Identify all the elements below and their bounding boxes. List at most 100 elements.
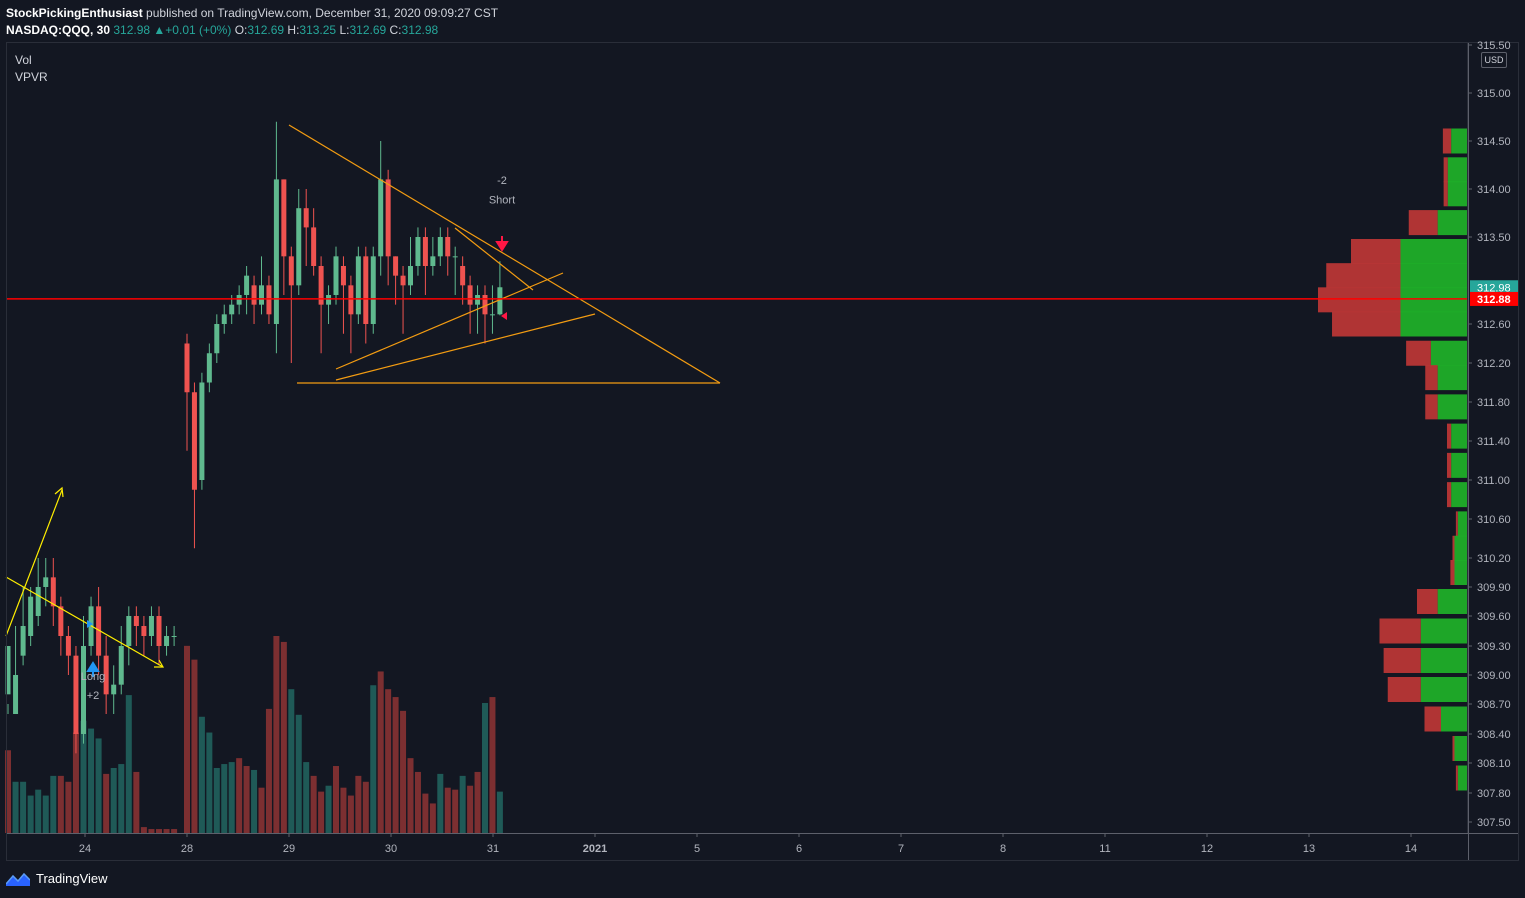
- volume-profile-row: [1442, 128, 1468, 154]
- last-price: 312.98: [113, 23, 151, 37]
- vp-up-segment: [1437, 394, 1468, 420]
- time-tick-label: 7: [898, 843, 904, 855]
- candle-body: [81, 646, 86, 734]
- vpvr-indicator-label[interactable]: VPVR: [15, 70, 48, 84]
- candle: [311, 208, 317, 276]
- vp-down-segment: [1424, 706, 1441, 732]
- time-tick-label: 6: [796, 843, 802, 855]
- candle-body: [229, 304, 235, 315]
- candle-body: [118, 646, 124, 685]
- volume-bar: [392, 697, 399, 833]
- volume-profile: [1318, 128, 1468, 791]
- descending-trendline-long[interactable]: [288, 124, 721, 384]
- time-tick-label: 12: [1201, 843, 1213, 855]
- volume-bar: [273, 636, 280, 833]
- vp-down-segment: [1318, 287, 1401, 313]
- candle-body: [408, 266, 413, 286]
- candle-body: [303, 208, 309, 228]
- candle: [355, 246, 361, 324]
- volume-bar: [414, 771, 421, 833]
- volume-bar: [236, 758, 243, 833]
- vp-down-segment: [1332, 311, 1401, 337]
- volume-profile-row: [1332, 311, 1468, 337]
- candle-body: [340, 266, 346, 286]
- candle: [191, 382, 197, 549]
- currency-badge[interactable]: USD: [1481, 52, 1507, 68]
- close-label: C:: [389, 23, 402, 37]
- candle-body: [96, 606, 102, 656]
- volume-profile-row: [1351, 239, 1468, 264]
- volume-bar: [228, 762, 235, 833]
- price-tick-label: 313.50: [1477, 232, 1511, 244]
- vp-down-segment: [1417, 589, 1438, 614]
- vp-down-segment: [1425, 394, 1438, 420]
- candle: [81, 616, 86, 744]
- candle: [400, 266, 406, 334]
- volume-bar: [370, 685, 377, 833]
- volume-bar: [221, 764, 228, 833]
- candle-body: [385, 179, 391, 257]
- vp-down-segment: [1455, 511, 1458, 537]
- volume-bar: [140, 827, 147, 833]
- candle-body: [363, 256, 369, 324]
- candle-body: [460, 266, 466, 286]
- candle: [118, 626, 124, 695]
- candle-body: [43, 577, 49, 587]
- volume-bar: [72, 732, 79, 833]
- exit-marker-icon: [501, 312, 507, 320]
- candle-body: [133, 616, 139, 626]
- vp-down-segment: [1450, 560, 1455, 585]
- symbol-name[interactable]: NASDAQ:QQQ, 30: [6, 23, 111, 37]
- candle: [281, 179, 287, 295]
- volume-bar: [377, 671, 384, 833]
- volume-profile-row: [1452, 736, 1468, 761]
- candle-body: [221, 314, 227, 324]
- change-up-icon: ▲: [153, 23, 166, 37]
- ascending-trendline-lower[interactable]: [335, 313, 596, 381]
- candle-body: [156, 616, 162, 646]
- ascending-trendline-upper[interactable]: [335, 272, 564, 370]
- vp-down-segment: [1447, 452, 1452, 478]
- candle: [214, 314, 220, 363]
- author-name[interactable]: StockPickingEnthusiast: [6, 6, 143, 20]
- vp-up-segment: [1420, 677, 1468, 702]
- candlestick-series: [5, 121, 503, 754]
- candle-body: [445, 237, 451, 257]
- price-tick-label: 310.60: [1477, 514, 1511, 526]
- pennant-top-line[interactable]: [454, 227, 534, 291]
- tradingview-branding[interactable]: TradingView: [6, 871, 108, 886]
- yellow-arrow-up[interactable]: [5, 489, 63, 637]
- vp-up-segment: [1457, 765, 1468, 791]
- candle: [303, 189, 309, 266]
- price-tick-label: 310.20: [1477, 553, 1511, 565]
- candle-body: [266, 285, 272, 315]
- vp-up-segment: [1454, 560, 1468, 585]
- price-axis[interactable]: 315.50 315.00 314.50 314.00 313.50 312.60 312.…: [1468, 40, 1518, 829]
- candle: [467, 275, 473, 334]
- volume-bar: [243, 766, 250, 833]
- volume-profile-row: [1417, 589, 1468, 614]
- volume-profile-row: [1447, 423, 1468, 449]
- vp-up-segment: [1437, 210, 1468, 236]
- price-tick-label: 315.00: [1477, 88, 1511, 100]
- time-axis[interactable]: 24 28 29 30 31 2021 5 6 7 8 11 12 13 14: [79, 833, 1417, 855]
- candle: [415, 227, 421, 276]
- candle-body: [111, 684, 117, 695]
- vp-up-segment: [1451, 482, 1468, 508]
- candle-body: [288, 256, 294, 286]
- volume-indicator-label[interactable]: Vol: [15, 53, 32, 67]
- current-price-box: [1470, 280, 1518, 295]
- candle: [43, 558, 49, 607]
- line-price-box: [1470, 291, 1518, 306]
- publish-header: StockPickingEnthusiast published on Trad…: [6, 5, 498, 21]
- yellow-arrow-down[interactable]: [5, 576, 164, 668]
- volume-bar: [103, 773, 110, 833]
- short-arrow-icon: [495, 236, 509, 252]
- candle-body: [5, 646, 11, 695]
- vp-down-segment: [1442, 128, 1452, 154]
- candle-body: [191, 392, 197, 490]
- price-tick-label: 308.10: [1477, 758, 1511, 770]
- candle-body: [467, 285, 473, 305]
- trendline-drawings[interactable]: [5, 124, 721, 668]
